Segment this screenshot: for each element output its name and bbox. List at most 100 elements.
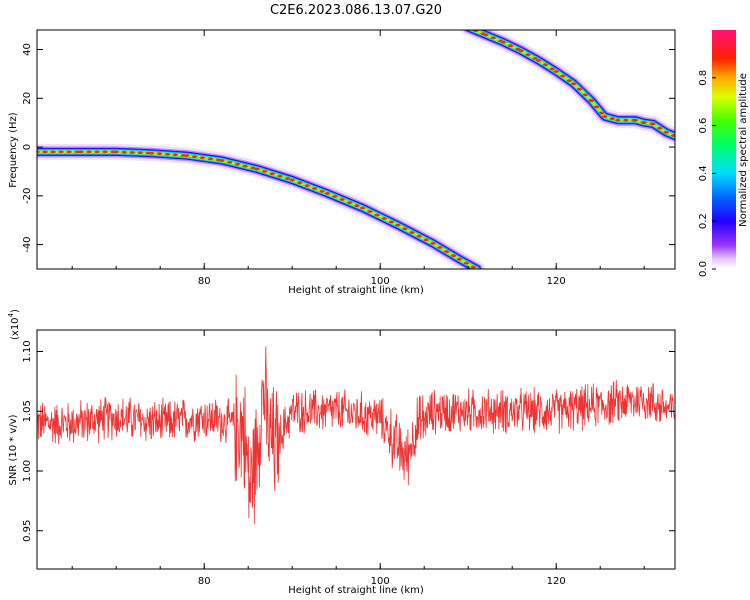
frequency-tracks [37, 26, 675, 269]
spectrogram-y-tick-label: -40 [22, 236, 33, 252]
amplitude-peak [254, 167, 260, 171]
amplitude-peak [42, 150, 48, 154]
amplitude-peak [242, 164, 248, 168]
colorbar-label: Normalized spectral amplitude [738, 73, 749, 227]
amplitude-peak [319, 190, 325, 193]
amplitude-peak [129, 151, 135, 154]
amplitude-peak [483, 33, 489, 37]
amplitude-peak [423, 238, 429, 242]
amplitude-peak [297, 181, 303, 185]
snr-frame [36, 329, 676, 570]
amplitude-peak [66, 150, 72, 154]
amplitude-peak [602, 115, 608, 118]
amplitude-peak [518, 49, 524, 53]
snr-y-label: SNR (10 * v/v) [8, 414, 19, 485]
amplitude-peak [588, 99, 595, 103]
amplitude-peak [324, 192, 330, 195]
amplitude-peak [593, 105, 600, 109]
amplitude-peak [470, 265, 476, 269]
spectrogram-x-ticks: 80 100 120 [71, 30, 645, 287]
amplitude-peak [571, 82, 577, 86]
amplitude-peak [269, 172, 275, 176]
multiplier-close: ) [10, 309, 21, 313]
amplitude-peak [444, 250, 450, 254]
snr-y-multiplier: (x104) [7, 309, 21, 340]
amplitude-peak [576, 87, 583, 91]
multiplier-exponent: 4 [7, 312, 15, 317]
amplitude-peak [542, 63, 549, 67]
snr-y-tick-label: 1.05 [22, 400, 33, 422]
amplitude-peak [416, 234, 422, 238]
amplitude-peak [395, 223, 401, 227]
amplitude-peak [532, 57, 538, 60]
amplitude-peak [289, 178, 295, 182]
amplitude-peak [94, 150, 100, 154]
amplitude-peak [663, 131, 669, 134]
amplitude-peak [184, 154, 190, 158]
snr-x-label: Height of straight line (km) [288, 585, 424, 596]
amplitude-peak [367, 210, 373, 213]
colorbar-tick-label: 0.0 [698, 261, 709, 277]
amplitude-peak [102, 150, 108, 154]
amplitude-peak [207, 157, 213, 161]
spectrogram-x-tick-label: 100 [371, 276, 390, 287]
spectrogram-y-tick-label: -20 [22, 188, 33, 204]
snr-series-line [37, 346, 675, 525]
spectrogram-x-tick-label: 80 [198, 276, 211, 287]
amplitude-peak [277, 174, 283, 178]
snr-x-ticks: 80 100 120 [71, 330, 645, 587]
amplitude-peak [388, 220, 394, 224]
amplitude-peak [560, 74, 566, 78]
colorbar-ticks: 0.0 0.2 0.4 0.6 0.8 [698, 70, 716, 277]
amplitude-peak [219, 159, 225, 162]
amplitude-peak [234, 162, 240, 166]
colorbar-tick-label: 0.8 [698, 70, 709, 86]
amplitude-peak [582, 93, 588, 97]
amplitude-peak [525, 53, 531, 56]
amplitude-peak [113, 150, 119, 154]
colorbar: 0.0 0.2 0.4 0.6 0.8 Normalized spectral ampl… [698, 30, 749, 277]
amplitude-peak [347, 201, 353, 205]
amplitude-peak [623, 118, 629, 122]
amplitude-peak [262, 170, 268, 173]
amplitude-peak [199, 156, 205, 160]
amplitude-peak [156, 152, 162, 156]
amplitude-peak [37, 150, 40, 154]
amplitude-peak [615, 118, 621, 122]
amplitude-peak [381, 217, 387, 220]
amplitude-peak [456, 257, 462, 261]
amplitude-peak [490, 36, 496, 40]
amplitude-peak [374, 213, 380, 217]
amplitude-peak [284, 177, 291, 180]
amplitude-peak [641, 121, 647, 125]
amplitude-peak [402, 227, 408, 231]
amplitude-peak [121, 150, 127, 154]
snr-panel: 80 100 120 0.95 1.00 1.05 1.10 Height of stra… [7, 309, 676, 596]
amplitude-peak [451, 254, 457, 258]
spectrogram-x-label: Height of straight line (km) [288, 285, 424, 296]
amplitude-peak [437, 246, 443, 249]
snr-plot-area [37, 330, 675, 569]
snr-y-tick-label: 1.10 [22, 340, 33, 362]
amplitude-peak [671, 134, 675, 137]
amplitude-peak [609, 117, 615, 121]
snr-y-tick-label: 0.95 [22, 520, 33, 542]
amplitude-peak [148, 151, 154, 155]
amplitude-peak [466, 26, 471, 29]
amplitude-peak [172, 153, 178, 157]
amplitude-peak [304, 184, 310, 188]
spectrogram-y-tick-label: 40 [22, 43, 33, 56]
amplitude-peak [50, 150, 56, 154]
amplitude-peak [650, 122, 656, 126]
amplitude-peak [549, 67, 555, 71]
snr-x-tick-label: 120 [547, 576, 566, 587]
snr-y-ticks: 0.95 1.00 1.05 1.10 [22, 340, 675, 542]
snr-x-tick-label: 80 [198, 576, 211, 587]
page-title: C2E6.2023.086.13.07.G20 [270, 3, 442, 18]
amplitude-peak [74, 150, 80, 154]
amplitude-peak [566, 79, 573, 82]
spectrogram-y-tick-label: 20 [22, 92, 33, 105]
amplitude-peak [332, 195, 338, 198]
amplitude-peak [500, 40, 506, 44]
